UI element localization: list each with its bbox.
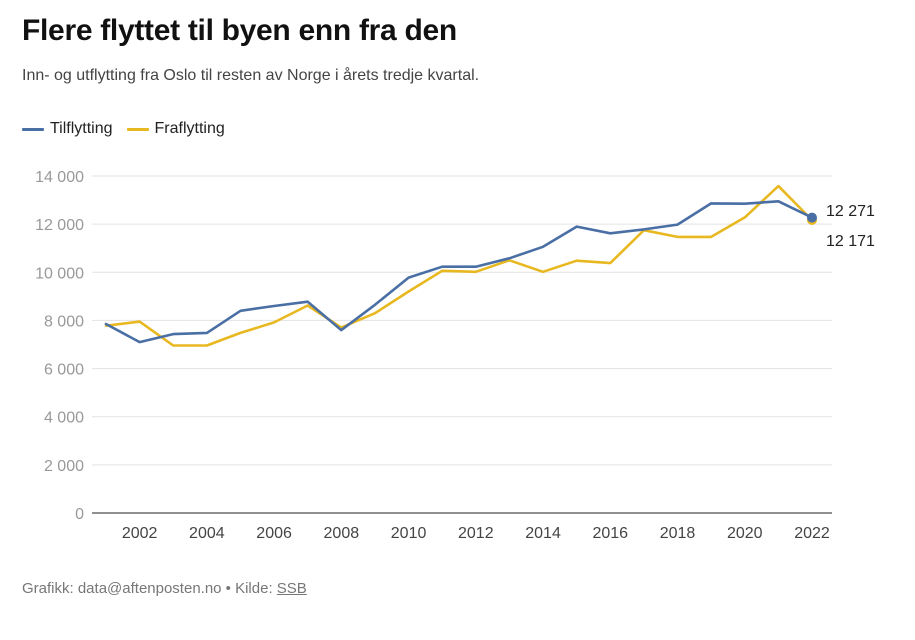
legend-label-fraflytting: Fraflytting [154, 120, 225, 137]
x-tick-label: 2002 [122, 525, 158, 542]
y-tick-label: 12 000 [35, 217, 84, 234]
y-tick-label: 6 000 [44, 362, 84, 379]
y-tick-label: 14 000 [35, 169, 84, 186]
x-tick-label: 2008 [324, 525, 360, 542]
footer-credit: Grafikk: data@aftenposten.no • Kilde: [22, 580, 277, 597]
x-tick-label: 2012 [458, 525, 494, 542]
y-tick-label: 4 000 [44, 410, 84, 427]
x-tick-label: 2014 [525, 525, 561, 542]
end-point-tilflytting [807, 212, 817, 223]
chart-title: Flere flyttet til byen enn fra den [22, 14, 457, 47]
legend-swatch-tilflytting [22, 127, 44, 131]
y-tick-label: 0 [75, 506, 84, 523]
legend-label-tilflytting: Tilflytting [50, 120, 113, 137]
y-tick-label: 2 000 [44, 458, 84, 475]
x-tick-label: 2018 [660, 525, 696, 542]
x-tick-label: 2006 [256, 525, 292, 542]
end-label-fraflytting: 12 171 [826, 233, 875, 250]
series-line-fraflytting [104, 184, 814, 347]
y-tick-label: 10 000 [35, 265, 84, 282]
x-tick-label: 2010 [391, 525, 427, 542]
chart-legend: Tilflytting Fraflytting [22, 120, 239, 138]
x-tick-label: 2020 [727, 525, 763, 542]
legend-item-fraflytting: Fraflytting [126, 120, 225, 138]
end-label-tilflytting: 12 271 [826, 203, 875, 220]
x-tick-label: 2004 [189, 525, 225, 542]
x-tick-label: 2022 [794, 525, 830, 542]
legend-swatch-fraflytting [126, 127, 149, 131]
y-tick-label: 8 000 [44, 313, 84, 330]
series-line-tilflytting [104, 200, 814, 344]
chart-subtitle: Inn- og utflytting fra Oslo til resten a… [22, 67, 480, 84]
chart-footer: Grafikk: data@aftenposten.no • Kilde: SS… [22, 580, 307, 597]
x-tick-label: 2016 [592, 525, 628, 542]
source-link[interactable]: SSB [276, 580, 307, 597]
legend-item-tilflytting: Tilflytting [22, 120, 113, 138]
